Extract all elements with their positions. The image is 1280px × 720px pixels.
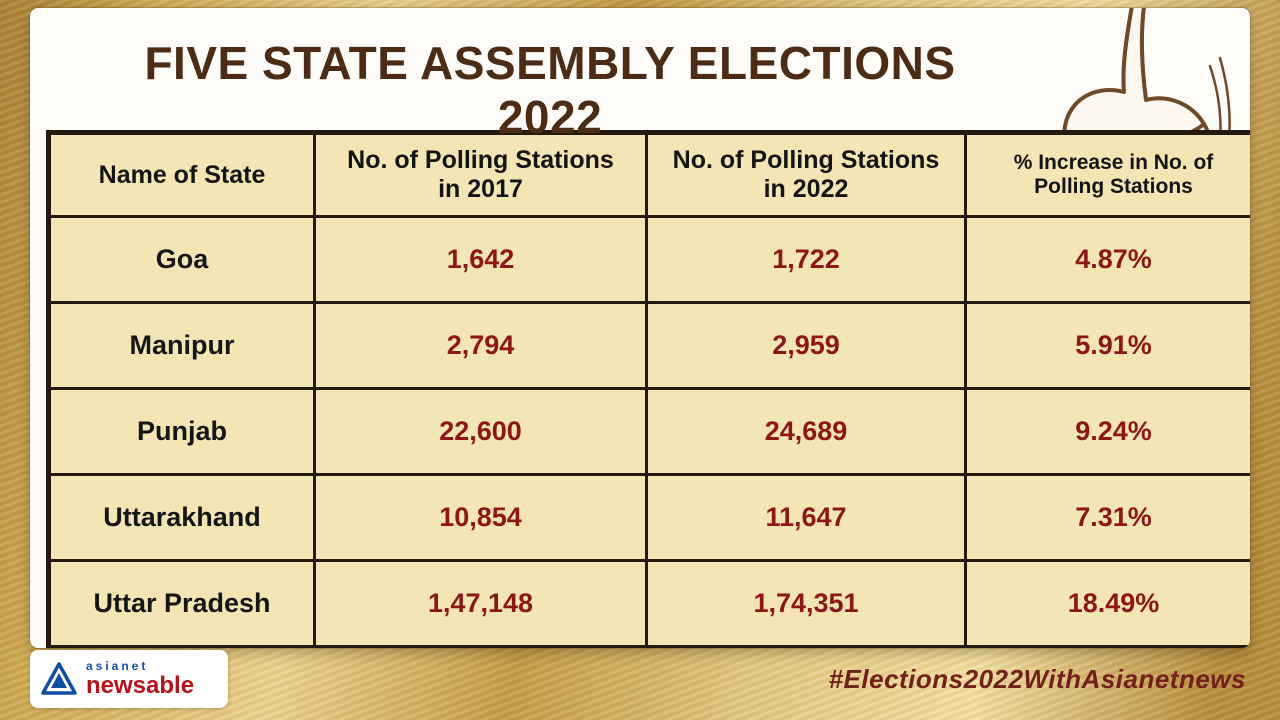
state-name-cell: Goa (47, 215, 316, 304)
value-cell-2022: 24,689 (645, 387, 967, 476)
column-header-increase: % Increase in No. of Polling Stations (964, 131, 1250, 218)
table-row: Uttar Pradesh 1,47,148 1,74,351 18.49% (47, 559, 1250, 648)
asianet-newsable-logo: asianet newsable (30, 650, 228, 708)
value-cell-increase: 18.49% (964, 559, 1250, 648)
value-cell-2017: 22,600 (313, 387, 648, 476)
value-cell-2022: 1,74,351 (645, 559, 967, 648)
column-header-2022: No. of Polling Stations in 2022 (645, 131, 967, 218)
state-name-cell: Uttarakhand (47, 473, 316, 562)
infographic-card: FIVE STATE ASSEMBLY ELECTIONS 2022 (30, 8, 1250, 648)
table-header-row: Name of State No. of Polling Stations in… (47, 131, 1250, 218)
logo-brand-bottom: newsable (86, 672, 195, 699)
polling-stations-table: Name of State No. of Polling Stations in… (46, 130, 1250, 648)
table-row: Goa 1,642 1,722 4.87% (47, 215, 1250, 304)
asianet-logo-icon (41, 662, 77, 695)
value-cell-2017: 1,47,148 (313, 559, 648, 648)
state-name-cell: Uttar Pradesh (47, 559, 316, 648)
value-cell-2017: 2,794 (313, 301, 648, 390)
logo-text: asianet newsable (86, 660, 194, 698)
value-cell-increase: 9.24% (964, 387, 1250, 476)
value-cell-2022: 2,959 (645, 301, 967, 390)
value-cell-2017: 10,854 (313, 473, 648, 562)
campaign-hashtag: #Elections2022WithAsianetnews (828, 664, 1246, 694)
value-cell-increase: 7.31% (964, 473, 1250, 562)
value-cell-2017: 1,642 (313, 215, 648, 304)
value-cell-2022: 11,647 (645, 473, 967, 562)
value-cell-increase: 5.91% (964, 301, 1250, 390)
logo-brand-top: asianet (86, 659, 149, 673)
table-row: Punjab 22,600 24,689 9.24% (47, 387, 1250, 476)
table-row: Uttarakhand 10,854 11,647 7.31% (47, 473, 1250, 562)
state-name-cell: Manipur (47, 301, 316, 390)
state-name-cell: Punjab (47, 387, 316, 476)
table-row: Manipur 2,794 2,959 5.91% (47, 301, 1250, 390)
column-header-2017: No. of Polling Stations in 2017 (313, 131, 648, 218)
page-title: FIVE STATE ASSEMBLY ELECTIONS 2022 (144, 37, 956, 143)
column-header-state: Name of State (47, 131, 316, 218)
value-cell-increase: 4.87% (964, 215, 1250, 304)
value-cell-2022: 1,722 (645, 215, 967, 304)
